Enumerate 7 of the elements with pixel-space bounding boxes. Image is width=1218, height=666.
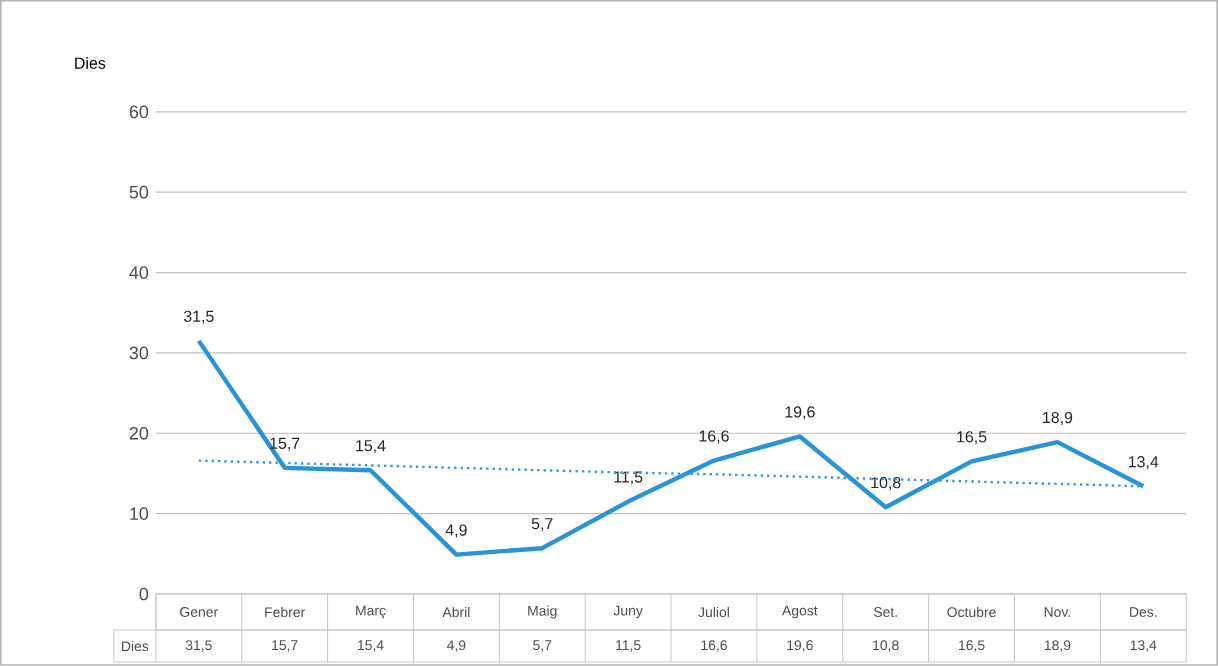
y-tick-label: 20 (129, 427, 149, 440)
y-tick-label: 30 (129, 346, 149, 360)
y-tick-label: 10 (130, 507, 149, 521)
y-tick-label: 40 (129, 266, 149, 280)
y-tick-label: 50 (129, 185, 149, 199)
y-tick-label: 0 (139, 587, 149, 601)
y-tick-label: 60 (129, 105, 149, 119)
